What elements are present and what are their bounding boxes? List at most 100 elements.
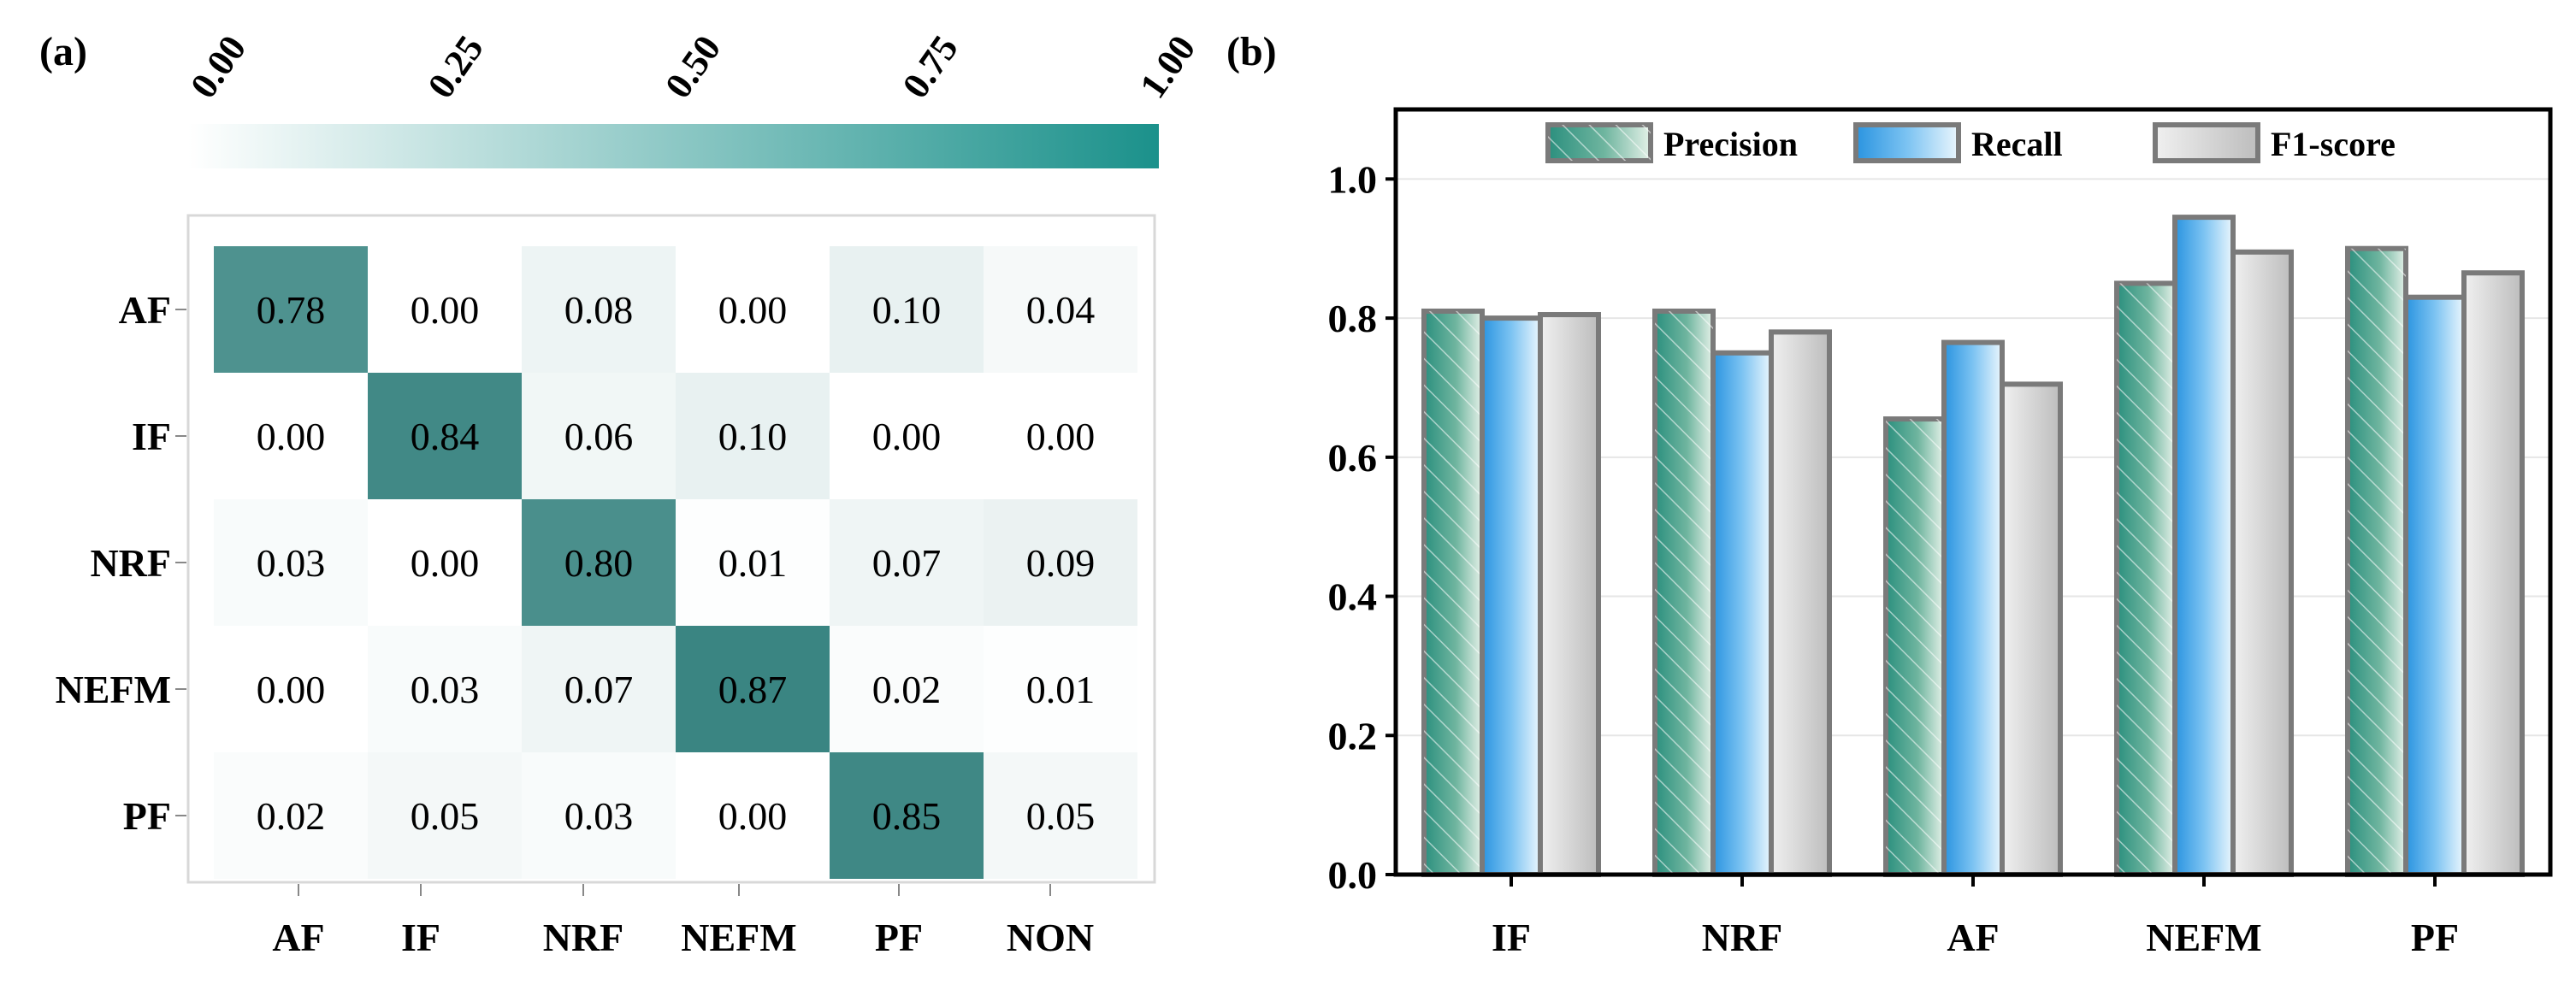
heatmap-cell bbox=[214, 499, 368, 626]
heatmap-cell-value: 0.80 bbox=[564, 541, 634, 585]
heatmap-cell bbox=[676, 246, 830, 373]
heatmap-cell-value: 0.05 bbox=[1026, 794, 1096, 838]
panel-a-label: (a) bbox=[39, 29, 87, 74]
heatmap-cell bbox=[676, 499, 830, 626]
heatmap-col-label: NEFM bbox=[681, 916, 796, 959]
heatmap-cell-value: 0.04 bbox=[1026, 288, 1096, 332]
bar-y-ticks: 0.0 0.2 0.4 0.6 0.8 1.0 bbox=[1328, 157, 1396, 897]
panel-b-label: (b) bbox=[1226, 29, 1277, 74]
colorbar-tick-label: 0.50 bbox=[657, 28, 729, 106]
bar-recall-nefm bbox=[2172, 215, 2236, 877]
heatmap-col-label: AF bbox=[272, 916, 324, 959]
heatmap-cell bbox=[368, 626, 522, 752]
legend-label-precision: Precision bbox=[1663, 125, 1798, 163]
bar-hatch-overlay bbox=[1424, 310, 1482, 875]
bar-recall-af bbox=[1941, 339, 2005, 877]
heatmap-row-label: NRF bbox=[90, 541, 171, 585]
heatmap-cell-value: 0.07 bbox=[564, 668, 634, 711]
heatmap-cell bbox=[984, 373, 1137, 499]
heatmap-row-label: IF bbox=[132, 415, 171, 458]
heatmap-col-labels: AF IF NRF NEFM PF NON bbox=[272, 884, 1094, 959]
heatmap-cell-value: 0.05 bbox=[411, 794, 480, 838]
bar-y-tick-label: 0.6 bbox=[1328, 436, 1378, 480]
bar-hatch-overlay bbox=[2117, 283, 2175, 875]
heatmap-cell bbox=[368, 246, 522, 373]
bar-x-ticks: IF NRF AF NEFM PF bbox=[1492, 875, 2459, 959]
heatmap-cell-value: 0.00 bbox=[257, 668, 326, 711]
bar-x-tick-label: PF bbox=[2411, 916, 2459, 959]
heatmap-cell-value: 0.00 bbox=[872, 415, 942, 458]
heatmap-row-label: PF bbox=[123, 794, 171, 838]
heatmap-cell bbox=[522, 373, 676, 499]
heatmap-col-label: NRF bbox=[543, 916, 624, 959]
bar-x-tick-label: AF bbox=[1947, 916, 1999, 959]
heatmap-cell-value: 0.09 bbox=[1026, 541, 1096, 585]
heatmap-cell bbox=[984, 626, 1137, 752]
panel-b: (b) 0.0 0.2 0.4 0.6 0.8 1.0 IF NRF AF NEFM PF Pre… bbox=[1226, 29, 2553, 959]
bar-y-tick-label: 0.2 bbox=[1328, 714, 1378, 757]
legend-swatch-hatch bbox=[1548, 125, 1651, 161]
heatmap-cell-value: 0.87 bbox=[718, 668, 788, 711]
colorbar-ticks: 0.00 0.25 0.50 0.75 1.00 bbox=[182, 28, 1203, 106]
colorbar-tick-label: 1.00 bbox=[1131, 28, 1203, 106]
heatmap-row-label: AF bbox=[119, 288, 171, 332]
heatmap-cell-value: 0.00 bbox=[411, 541, 480, 585]
heatmap-row-label: NEFM bbox=[56, 668, 171, 711]
heatmap-col-label: IF bbox=[401, 916, 440, 959]
heatmap-cell bbox=[522, 246, 676, 373]
heatmap-cell-value: 0.06 bbox=[564, 415, 634, 458]
heatmap-cell-value: 0.78 bbox=[257, 288, 326, 332]
heatmap-cell-value: 0.00 bbox=[1026, 415, 1096, 458]
heatmap-cell bbox=[214, 246, 368, 373]
heatmap-cell bbox=[830, 626, 984, 752]
heatmap-cell bbox=[830, 499, 984, 626]
heatmap-cell bbox=[676, 373, 830, 499]
bar-f1-score-pf bbox=[2461, 270, 2525, 878]
heatmap-cell bbox=[368, 752, 522, 879]
heatmap-cell-value: 0.03 bbox=[564, 794, 634, 838]
bar-legend: Precision Recall F1-score bbox=[1545, 122, 2396, 163]
bar-y-tick-label: 0.0 bbox=[1328, 853, 1378, 897]
bar-x-tick-label: NRF bbox=[1702, 916, 1783, 959]
bar-f1-score-if bbox=[1538, 312, 1601, 878]
bar-recall-nrf bbox=[1710, 350, 1774, 878]
heatmap-cell-value: 0.10 bbox=[872, 288, 942, 332]
colorbar-tick-label: 0.75 bbox=[895, 28, 966, 106]
legend-label-recall: Recall bbox=[1971, 125, 2063, 163]
heatmap-cell-value: 0.03 bbox=[411, 668, 480, 711]
heatmap-col-label: NON bbox=[1007, 916, 1094, 959]
legend-label-f1-score: F1-score bbox=[2271, 125, 2396, 163]
heatmap-cell-value: 0.10 bbox=[718, 415, 788, 458]
colorbar-tick-label: 0.25 bbox=[420, 28, 492, 106]
bar-recall-pf bbox=[2403, 294, 2467, 877]
bar-plot-frame bbox=[1393, 107, 2553, 877]
bar-y-tick-label: 1.0 bbox=[1328, 157, 1378, 201]
heatmap-cell bbox=[522, 626, 676, 752]
heatmap-cell bbox=[214, 373, 368, 499]
heatmap-cell bbox=[984, 499, 1137, 626]
heatmap-cell bbox=[522, 752, 676, 879]
heatmap-cell-value: 0.00 bbox=[411, 288, 480, 332]
bar-f1-score-nrf bbox=[1769, 329, 1832, 877]
panel-a: (a) 0.00 0.25 0.50 0.75 1.00 0.78 0.00 0.08 0.0… bbox=[39, 28, 1203, 959]
heatmap-cell-value: 0.07 bbox=[872, 541, 942, 585]
heatmap-cell-value: 0.02 bbox=[257, 794, 326, 838]
legend-swatch-recall bbox=[1853, 122, 1961, 163]
heatmap-frame bbox=[186, 214, 1156, 884]
heatmap-cell-value: 0.00 bbox=[718, 288, 788, 332]
bar-x-tick-label: NEFM bbox=[2146, 916, 2261, 959]
heatmap: 0.78 0.00 0.08 0.00 0.10 0.04 0.00 0.84 0.06 0.10… bbox=[56, 214, 1156, 959]
bar-x-tick-label: IF bbox=[1492, 916, 1531, 959]
heatmap-cell-value: 0.08 bbox=[564, 288, 634, 332]
heatmap-cell-value: 0.01 bbox=[1026, 668, 1096, 711]
colorbar-tick-label: 0.00 bbox=[182, 28, 254, 106]
heatmap-cell-value: 0.00 bbox=[257, 415, 326, 458]
heatmap-cell-value: 0.02 bbox=[872, 668, 942, 711]
heatmap-cell-value: 0.01 bbox=[718, 541, 788, 585]
bar-hatch-overlay bbox=[2348, 248, 2406, 875]
bar-hatch-overlay bbox=[1655, 310, 1713, 875]
heatmap-cell-value: 0.03 bbox=[257, 541, 326, 585]
heatmap-cell bbox=[522, 499, 676, 626]
